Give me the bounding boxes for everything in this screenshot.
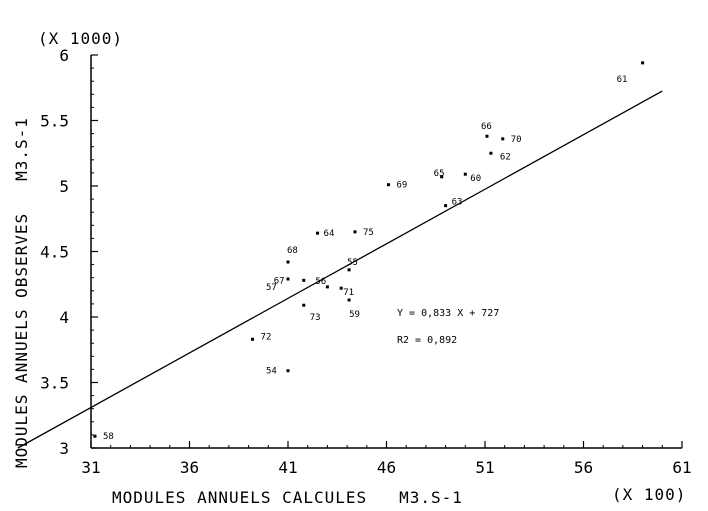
data-point-label-73: 73 bbox=[310, 313, 321, 323]
data-point-label-67: 67 bbox=[274, 276, 285, 286]
y-tick-label-3: 3 bbox=[59, 439, 69, 458]
data-point-59 bbox=[347, 298, 351, 302]
data-point-63 bbox=[444, 204, 448, 208]
regression-equation: Y = 0,833 X + 727 bbox=[397, 308, 499, 319]
data-point-61 bbox=[641, 61, 645, 65]
y-tick-label-6: 6 bbox=[59, 46, 69, 65]
data-point-label-62: 62 bbox=[500, 152, 511, 162]
data-point-label-57: 57 bbox=[266, 283, 277, 293]
data-point-label-75: 75 bbox=[363, 228, 374, 238]
x-tick-label-36: 36 bbox=[180, 458, 199, 477]
x-axis-ticks: 31 36 41 46 51 56 61 bbox=[81, 441, 692, 477]
data-point-56 bbox=[325, 285, 329, 289]
data-point-62 bbox=[489, 151, 493, 155]
data-point-64 bbox=[316, 231, 320, 235]
data-point-67 bbox=[302, 278, 306, 282]
data-point-68 bbox=[286, 260, 290, 264]
y-axis-ticks: 3 3.5 4 4.5 5 5.5 6 bbox=[40, 46, 98, 458]
data-point-72 bbox=[251, 337, 255, 341]
data-point-65 bbox=[440, 175, 444, 179]
y-tick-label-5: 5 bbox=[59, 177, 69, 196]
y-axis-multiplier: (X 1000) bbox=[38, 29, 123, 48]
data-point-label-71: 71 bbox=[343, 288, 354, 298]
data-point-57 bbox=[286, 277, 290, 281]
data-point-label-60: 60 bbox=[470, 174, 481, 184]
data-point-label-65: 65 bbox=[434, 169, 445, 179]
x-axis-multiplier: (X 100) bbox=[612, 485, 686, 504]
data-point-label-70: 70 bbox=[511, 135, 522, 145]
data-point-label-64: 64 bbox=[324, 229, 335, 239]
data-point-label-59: 59 bbox=[349, 310, 360, 320]
regression-line-group bbox=[17, 90, 663, 449]
data-point-label-58: 58 bbox=[103, 432, 114, 442]
y-tick-label-4.5: 4.5 bbox=[40, 243, 69, 262]
data-point-55 bbox=[347, 268, 351, 272]
data-point-58 bbox=[93, 434, 97, 438]
data-point-label-68: 68 bbox=[287, 246, 298, 256]
data-point-71 bbox=[339, 286, 343, 290]
plot-frame bbox=[90, 55, 682, 449]
data-point-label-55: 55 bbox=[347, 258, 358, 268]
data-point-label-72: 72 bbox=[261, 332, 272, 342]
data-point-label-54: 54 bbox=[266, 367, 277, 377]
data-point-70 bbox=[501, 137, 505, 141]
regression-line bbox=[17, 90, 663, 449]
x-tick-label-61: 61 bbox=[672, 458, 691, 477]
x-tick-label-31: 31 bbox=[81, 458, 100, 477]
data-point-73 bbox=[302, 303, 306, 307]
y-tick-label-5.5: 5.5 bbox=[40, 112, 69, 131]
y-tick-label-3.5: 3.5 bbox=[40, 374, 69, 393]
x-axis-title: MODULES ANNUELS CALCULES M3.S-1 bbox=[112, 488, 463, 507]
data-point-label-66: 66 bbox=[481, 122, 492, 132]
data-point-60 bbox=[463, 172, 467, 176]
x-tick-label-51: 51 bbox=[475, 458, 494, 477]
x-tick-label-46: 46 bbox=[377, 458, 396, 477]
data-point-label-61: 61 bbox=[617, 75, 628, 85]
data-point-75 bbox=[353, 230, 357, 234]
data-point-label-56: 56 bbox=[315, 277, 326, 287]
data-point-label-69: 69 bbox=[396, 181, 407, 191]
data-point-66 bbox=[485, 134, 489, 138]
y-axis-title: MODULES ANNUELS OBSERVES M3.S-1 bbox=[12, 117, 31, 468]
r-squared-value: R2 = 0,892 bbox=[397, 335, 457, 346]
data-point-54 bbox=[286, 369, 290, 373]
x-tick-label-56: 56 bbox=[574, 458, 593, 477]
y-tick-label-4: 4 bbox=[59, 308, 69, 327]
data-point-label-63: 63 bbox=[452, 198, 463, 208]
x-tick-label-41: 41 bbox=[278, 458, 297, 477]
data-point-69 bbox=[386, 183, 390, 187]
